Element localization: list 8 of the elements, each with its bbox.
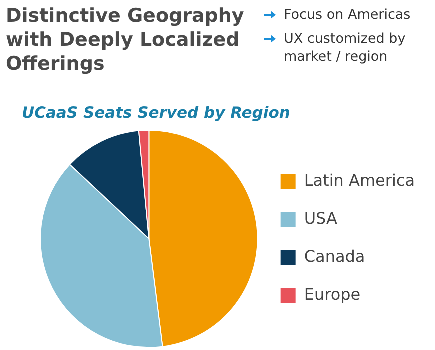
text: Focus on Americas [284,7,411,23]
legend-label: Canada [304,247,366,266]
legend-label: USA [304,209,338,228]
text: UX customized by market / region [284,31,406,65]
legend-label: Europe [304,285,361,304]
chart-title: Distinctive Geography with Deeply Localized Offerings [6,4,246,76]
chart-subtitle: UCaaS Seats Served by Region [22,104,290,122]
legend-label: Latin America [304,171,416,190]
